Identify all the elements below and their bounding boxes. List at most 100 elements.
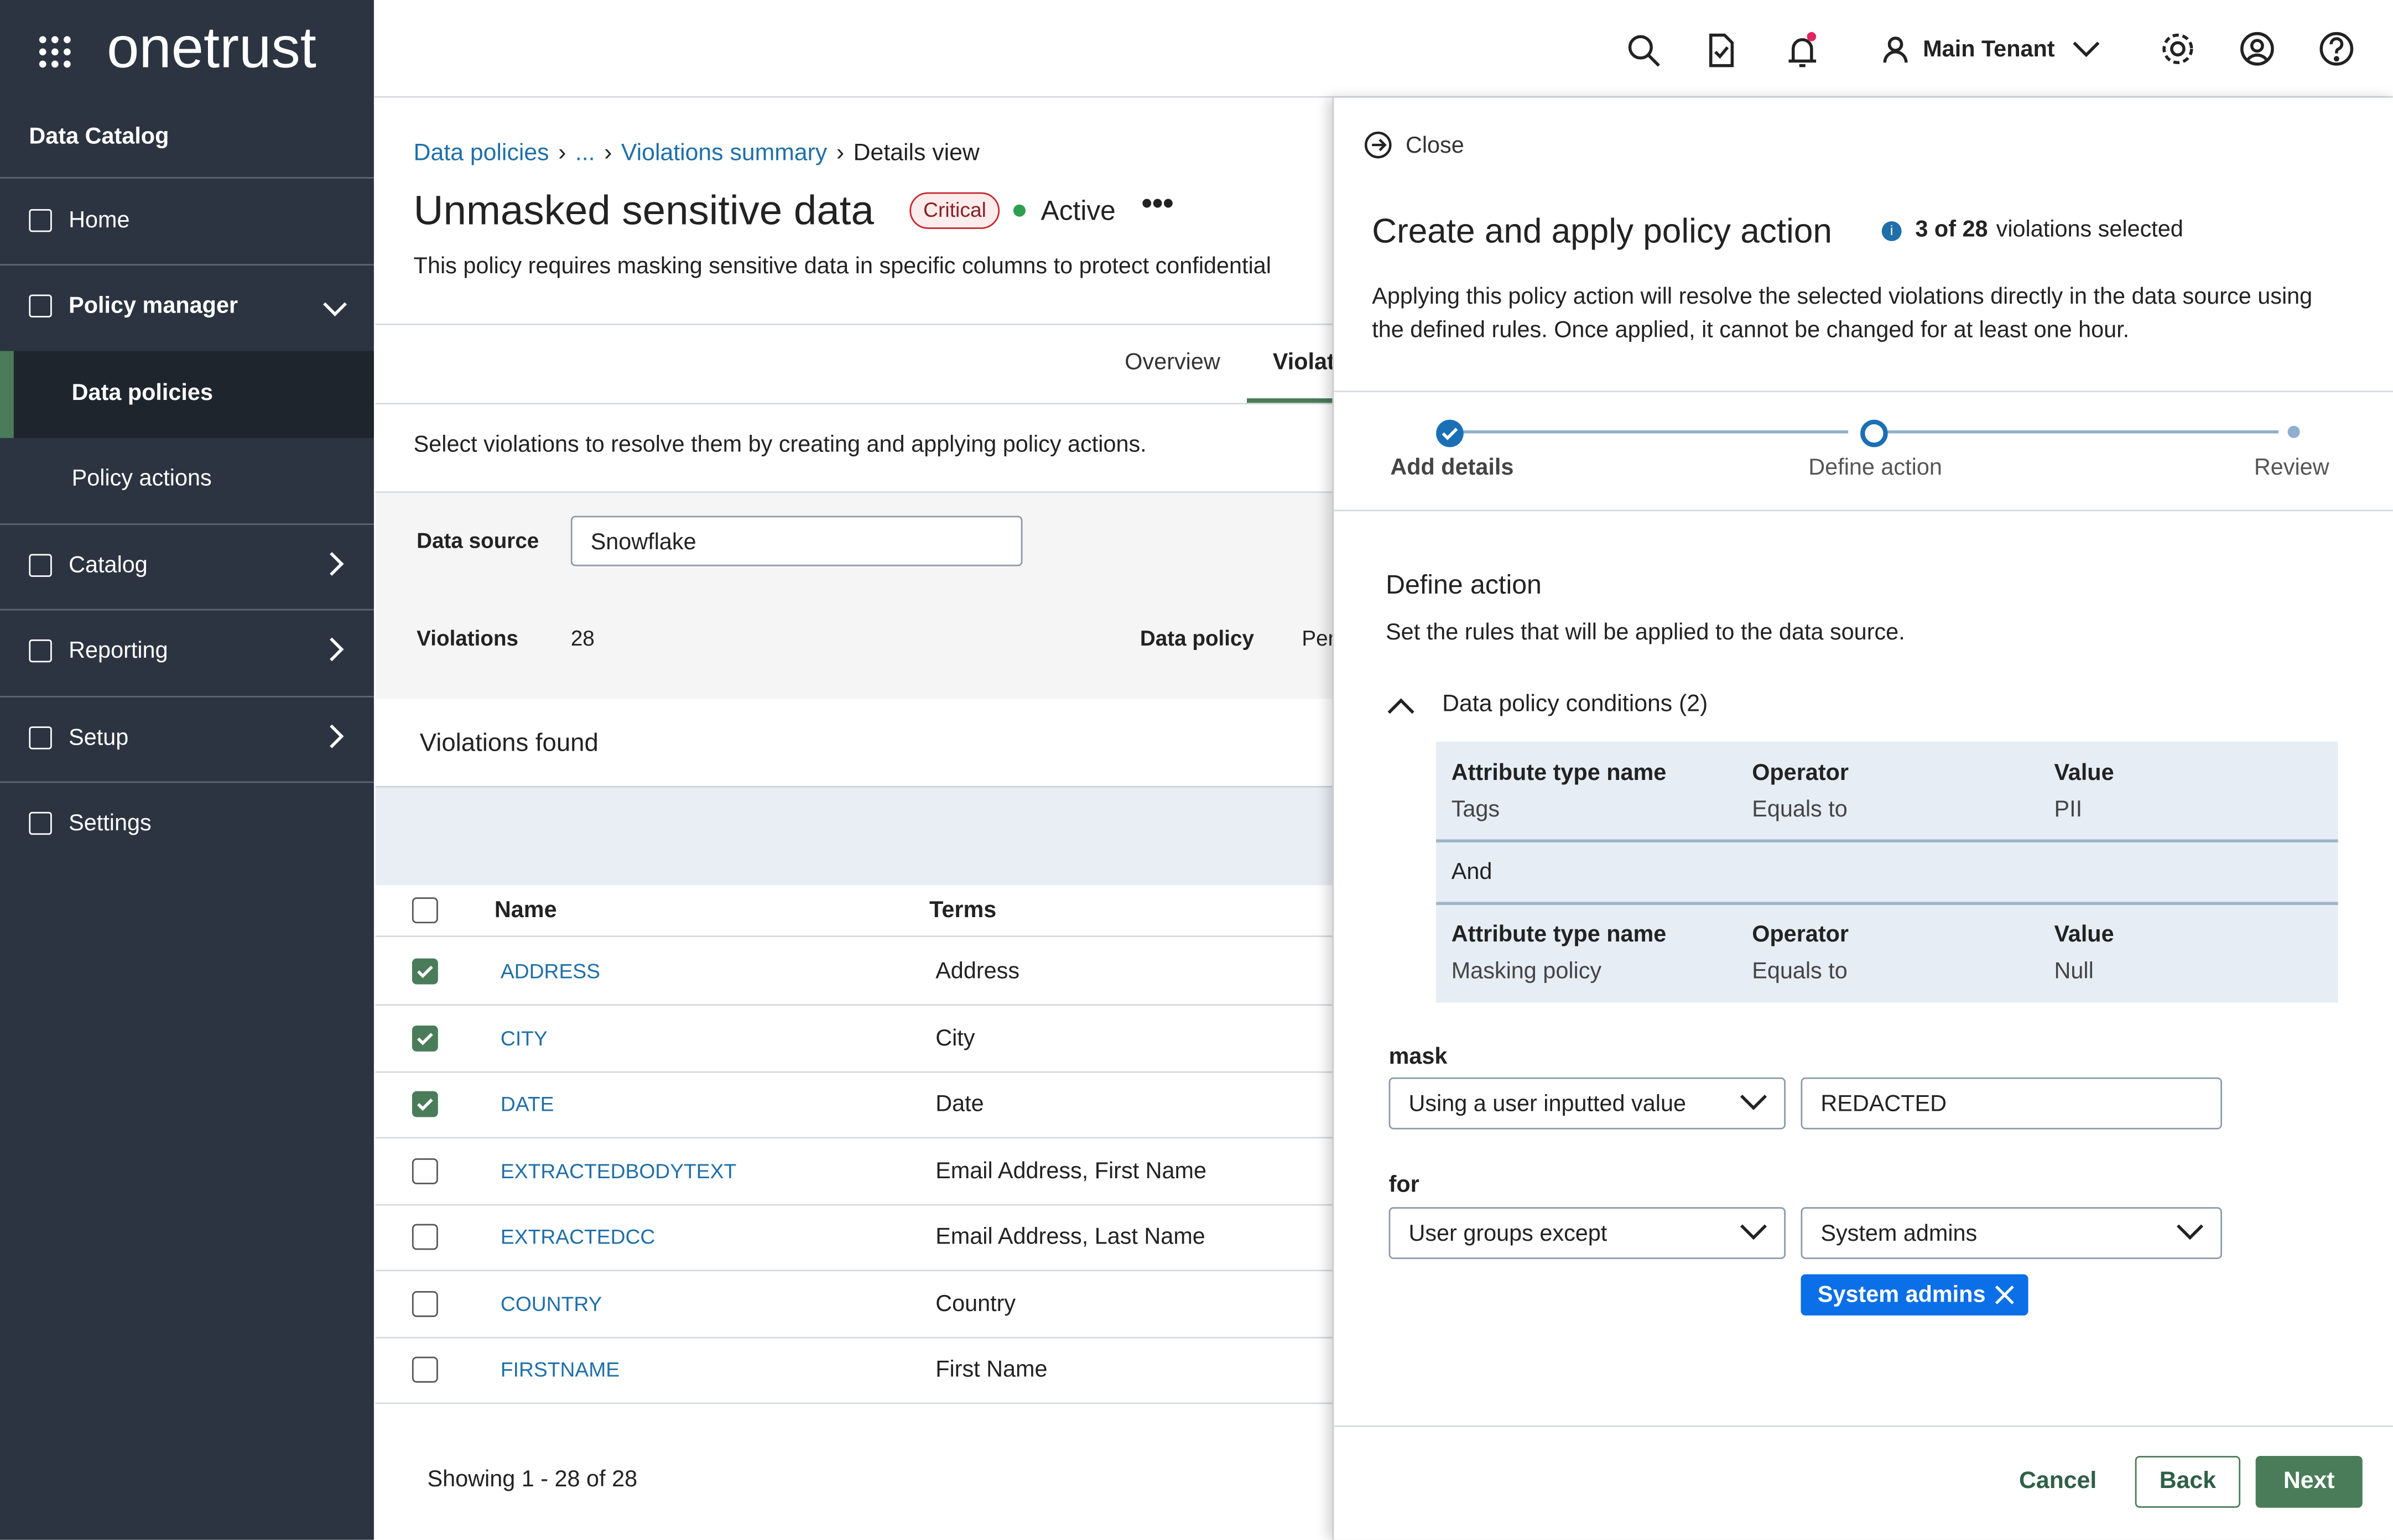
data-source-input[interactable]: Snowflake	[571, 516, 1023, 566]
tasks-icon[interactable]	[1711, 35, 1733, 65]
violation-terms: Address	[935, 957, 1019, 987]
info-icon: i	[1882, 221, 1902, 241]
nav-divider	[0, 177, 374, 179]
nav-divider	[0, 696, 374, 698]
conjunction: And	[1452, 858, 1492, 888]
selection-text: violations selected	[1996, 215, 2183, 246]
help-icon[interactable]	[2321, 34, 2352, 64]
violation-name[interactable]: COUNTRY	[501, 1289, 602, 1319]
row-checkbox[interactable]	[412, 1357, 438, 1383]
chip-remove[interactable]	[1993, 1283, 2016, 1306]
settings-icon[interactable]	[2164, 35, 2192, 63]
status: Active	[1041, 195, 1116, 226]
conditions-title[interactable]: Data policy conditions (2)	[1442, 690, 1708, 720]
search-icon[interactable]	[1630, 37, 1659, 65]
divider	[376, 403, 1333, 404]
nav-item[interactable]: Reporting	[69, 636, 168, 667]
divider	[1334, 391, 2393, 392]
next-button[interactable]: Next	[2256, 1456, 2363, 1508]
condition-header: Operator	[1752, 920, 1849, 951]
profile-icon[interactable]	[2242, 34, 2272, 64]
nav-icon	[29, 554, 51, 576]
back-button[interactable]: Back	[2135, 1456, 2240, 1508]
violation-name[interactable]: CITY	[501, 1023, 548, 1054]
nav-item[interactable]: Setup	[69, 724, 128, 754]
field-label: for	[1389, 1170, 1419, 1201]
panel-description: Applying this policy action will resolve…	[1372, 281, 2333, 347]
instruction: Select violations to resolve them by cre…	[414, 430, 1147, 461]
nav-divider	[0, 264, 374, 266]
cancel-button[interactable]: Cancel	[2019, 1466, 2097, 1497]
step-label: Add details	[1390, 453, 1513, 483]
tab[interactable]: Overview	[1125, 348, 1220, 378]
row-checkbox[interactable]	[412, 1025, 438, 1051]
app-grid-icon[interactable]	[37, 34, 73, 70]
breadcrumb-item[interactable]: ...	[575, 141, 595, 167]
violation-terms: Country	[935, 1289, 1016, 1319]
step-pending	[2288, 426, 2300, 438]
close-icon[interactable]	[1364, 131, 1392, 159]
tenant-chevron[interactable]	[2073, 40, 2100, 58]
mask-value-input[interactable]: REDACTED	[1801, 1078, 2222, 1130]
more-menu[interactable]: •••	[1142, 189, 1174, 220]
nav-item[interactable]: Catalog	[69, 551, 148, 581]
close-button[interactable]: Close	[1406, 131, 1464, 162]
breadcrumb-item[interactable]: Data policies	[414, 141, 549, 167]
mask-method-select[interactable]: Using a user inputted value	[1389, 1078, 1786, 1130]
nav-divider	[0, 782, 374, 783]
violation-name[interactable]: EXTRACTEDCC	[501, 1222, 655, 1253]
nav-icon	[29, 639, 51, 662]
breadcrumb-item[interactable]: Violations summary	[621, 141, 827, 167]
nav-chevron	[320, 552, 344, 576]
column-header: Terms	[929, 896, 996, 926]
nav-item[interactable]: Data policies	[72, 378, 213, 409]
row-checkbox[interactable]	[412, 1291, 438, 1317]
check	[412, 959, 438, 985]
for-method-select[interactable]: User groups except	[1389, 1207, 1786, 1259]
panel-title: Create and apply policy action	[1372, 211, 1832, 253]
divider	[1436, 839, 2338, 841]
violation-name[interactable]: DATE	[501, 1090, 554, 1120]
step-label: Define action	[1808, 453, 1942, 483]
row-divider	[376, 935, 1333, 937]
violation-name[interactable]: FIRSTNAME	[501, 1355, 620, 1386]
tab-indicator	[1247, 398, 1332, 403]
tab-active[interactable]: Violat	[1273, 348, 1335, 378]
nav-divider	[0, 523, 374, 525]
condition-header: Value	[2054, 758, 2114, 789]
nav-item[interactable]: Policy actions	[72, 464, 212, 495]
violation-name[interactable]: ADDRESS	[501, 957, 600, 987]
collapse-icon[interactable]	[1386, 694, 1416, 716]
stepper-line	[1462, 430, 1848, 434]
row-checkbox[interactable]	[412, 1091, 438, 1117]
row-checkbox[interactable]	[412, 1158, 438, 1184]
violation-name[interactable]: EXTRACTEDBODYTEXT	[501, 1156, 736, 1187]
field-label: mask	[1389, 1042, 1448, 1073]
condition-value: Masking policy	[1452, 957, 1601, 987]
severity-badge: Critical	[909, 192, 1000, 229]
nav-item[interactable]: Policy manager	[69, 292, 238, 322]
nav-item[interactable]: Home	[69, 206, 129, 236]
column-header: Name	[495, 896, 557, 926]
row-checkbox[interactable]	[412, 1224, 438, 1250]
nav-item[interactable]: Settings	[69, 809, 152, 839]
selection-count: 3 of 28	[1915, 215, 1988, 246]
row-checkbox[interactable]	[412, 959, 438, 985]
nav-selected-bar	[0, 351, 14, 438]
condition-header: Operator	[1752, 758, 1849, 789]
notifications-icon[interactable]	[1788, 32, 1816, 66]
chevron	[1738, 1222, 1768, 1244]
group-select[interactable]: System admins	[1801, 1207, 2222, 1259]
tenant-switcher[interactable]: Main Tenant	[1923, 35, 2054, 65]
filter-label: Data policy	[1140, 623, 1254, 653]
row-checkbox[interactable]	[412, 897, 438, 923]
violation-terms: Date	[935, 1090, 984, 1120]
violation-terms: Email Address, Last Name	[935, 1222, 1205, 1253]
condition-header: Attribute type name	[1452, 758, 1667, 789]
row-divider	[376, 1004, 1333, 1006]
nav-icon	[29, 726, 51, 749]
step-label: Review	[2254, 453, 2329, 483]
nav-divider	[0, 609, 374, 611]
chevron	[1738, 1092, 1768, 1114]
